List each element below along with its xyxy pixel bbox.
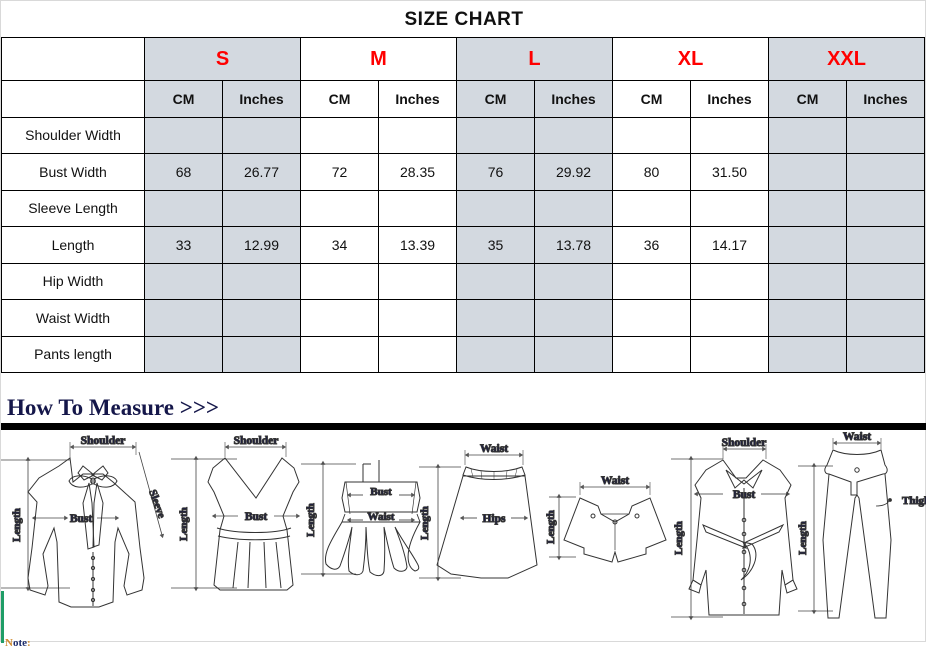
svg-text:Length: Length bbox=[419, 506, 431, 540]
svg-text:Length: Length bbox=[545, 510, 557, 544]
svg-text:Bust: Bust bbox=[245, 511, 268, 523]
svg-text:Waist: Waist bbox=[368, 511, 395, 523]
svg-text:Length: Length bbox=[673, 521, 685, 555]
svg-text:Length: Length bbox=[305, 503, 317, 537]
svg-text:Length: Length bbox=[11, 508, 23, 542]
svg-text:Waist: Waist bbox=[843, 431, 871, 443]
svg-text:Sleeve: Sleeve bbox=[146, 488, 167, 520]
svg-text:Waist: Waist bbox=[480, 443, 508, 455]
svg-text:Thigh: Thigh bbox=[902, 495, 926, 507]
svg-text:Bust: Bust bbox=[370, 486, 392, 498]
svg-text:Shoulder: Shoulder bbox=[234, 435, 279, 447]
svg-text:Length: Length bbox=[178, 507, 190, 541]
svg-text:Length: Length bbox=[797, 521, 809, 555]
svg-text:Hips: Hips bbox=[482, 513, 506, 525]
svg-text:Shoulder: Shoulder bbox=[722, 437, 767, 449]
svg-text:Shoulder: Shoulder bbox=[81, 435, 126, 447]
svg-text:Bust: Bust bbox=[70, 513, 93, 525]
svg-text:Waist: Waist bbox=[601, 475, 629, 487]
